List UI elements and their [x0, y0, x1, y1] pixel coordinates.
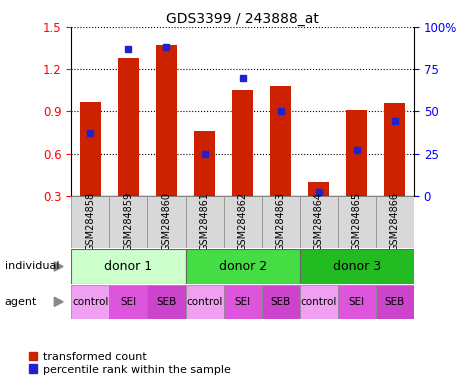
Bar — [299, 196, 337, 248]
Text: SEB: SEB — [270, 297, 290, 307]
Title: GDS3399 / 243888_at: GDS3399 / 243888_at — [166, 12, 319, 26]
Text: GSM284861: GSM284861 — [199, 192, 209, 251]
Text: SEI: SEI — [120, 297, 136, 307]
Bar — [147, 196, 185, 248]
Text: control: control — [186, 297, 222, 307]
Text: GSM284858: GSM284858 — [85, 192, 95, 251]
Text: GSM284865: GSM284865 — [351, 192, 361, 251]
Text: agent: agent — [5, 297, 37, 307]
Text: SEI: SEI — [234, 297, 250, 307]
Text: GSM284866: GSM284866 — [389, 192, 399, 251]
Text: SEB: SEB — [384, 297, 404, 307]
Text: individual: individual — [5, 262, 59, 271]
Bar — [232, 90, 252, 196]
Bar — [375, 196, 413, 248]
Bar — [337, 285, 375, 319]
Bar — [71, 249, 185, 284]
Bar — [299, 285, 337, 319]
Text: donor 1: donor 1 — [104, 260, 152, 273]
Legend: transformed count, percentile rank within the sample: transformed count, percentile rank withi… — [28, 352, 230, 375]
Bar — [194, 131, 214, 196]
Bar — [71, 285, 109, 319]
Text: GSM284862: GSM284862 — [237, 192, 247, 251]
Bar — [375, 285, 413, 319]
Bar — [299, 249, 413, 284]
Bar — [223, 196, 261, 248]
Text: donor 3: donor 3 — [332, 260, 380, 273]
Bar — [109, 285, 147, 319]
Bar — [308, 182, 329, 196]
Bar — [109, 196, 147, 248]
Bar — [185, 196, 223, 248]
Bar — [261, 196, 299, 248]
Bar — [80, 101, 101, 196]
Bar — [147, 285, 185, 319]
Bar — [185, 285, 223, 319]
Text: GSM284860: GSM284860 — [161, 192, 171, 251]
Bar — [71, 196, 109, 248]
Bar — [270, 86, 291, 196]
Bar — [118, 58, 139, 196]
Text: SEI: SEI — [348, 297, 364, 307]
Text: control: control — [300, 297, 336, 307]
Text: GSM284859: GSM284859 — [123, 192, 133, 251]
Bar — [261, 285, 299, 319]
Bar — [156, 45, 177, 196]
Bar — [337, 196, 375, 248]
Bar — [346, 110, 367, 196]
Text: GSM284864: GSM284864 — [313, 192, 323, 251]
Bar — [223, 285, 261, 319]
Text: SEB: SEB — [156, 297, 176, 307]
Text: control: control — [72, 297, 108, 307]
Bar — [384, 103, 404, 196]
Bar — [185, 249, 299, 284]
Text: GSM284863: GSM284863 — [275, 192, 285, 251]
Text: donor 2: donor 2 — [218, 260, 266, 273]
